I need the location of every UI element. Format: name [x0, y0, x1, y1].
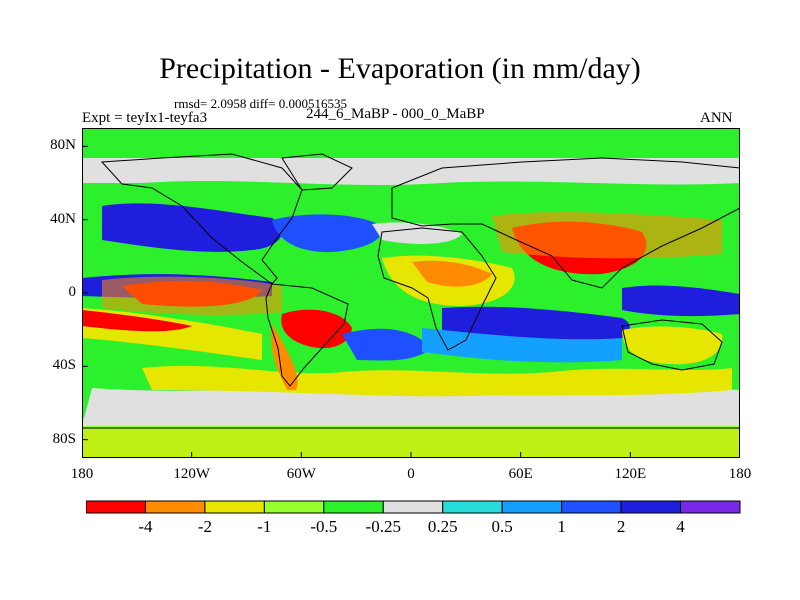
y-axis-ticks — [82, 145, 88, 441]
x-tick-label: 60W — [286, 466, 316, 482]
south-atlantic-blue — [342, 328, 432, 361]
colorbar-swatch — [561, 500, 622, 514]
north-pacific-blue — [102, 203, 283, 252]
australia-outline — [621, 319, 723, 371]
colorbar-label: -1 — [257, 517, 272, 536]
maritime-continent-blue — [622, 285, 740, 317]
plot-title: Precipitation - Evaporation (in mm/day) — [159, 52, 641, 85]
asia-orange — [492, 212, 722, 259]
arctic-band-green — [82, 128, 740, 158]
colorbar-swatch — [323, 500, 384, 514]
colorbar-swatch — [620, 500, 682, 514]
colorbar-swatch — [382, 500, 444, 514]
y-tick-label: 0 — [68, 284, 77, 300]
colorbar-label: 1 — [557, 517, 566, 536]
x-tick-label: 180 — [728, 466, 752, 482]
colorbar-swatch — [144, 500, 206, 514]
colorbar-swatch — [680, 500, 741, 514]
south-pacific-red — [82, 310, 192, 332]
y-tick-label: 80S — [52, 430, 76, 447]
x-axis-ticks — [82, 452, 740, 458]
north-africa-neutral — [372, 222, 462, 244]
africa-arid-orange — [412, 260, 492, 287]
x-tick-label: 60E — [508, 466, 533, 482]
southern-ocean-neutral — [82, 387, 740, 426]
precip-evap-map — [82, 128, 740, 458]
africa-outline — [377, 227, 497, 351]
greenland-outline — [281, 153, 353, 191]
y-tick-label: 40S — [52, 357, 76, 374]
indian-ocean-lightblue — [422, 328, 622, 363]
north-america-outline — [100, 153, 303, 285]
colorbar-swatch — [204, 500, 265, 514]
season-label: ANN — [700, 110, 733, 126]
colorbar — [86, 500, 741, 514]
y-tick-label: 40N — [50, 210, 76, 227]
colorbar-swatch — [501, 500, 563, 514]
colorbar-label: -0.25 — [365, 517, 401, 536]
x-tick-label: 180 — [70, 466, 94, 482]
eurasia-outline — [391, 157, 740, 289]
x-tick-label: 120E — [614, 466, 647, 482]
y-tick-label: 80N — [50, 137, 76, 154]
australia-neutral — [622, 326, 723, 365]
colorbar-label: -0.5 — [310, 517, 338, 536]
colorbar-label: 0.25 — [427, 517, 458, 536]
north-high-lat-neutral — [82, 158, 740, 186]
colorbar-label: -4 — [138, 517, 153, 536]
colorbar-label: 0.5 — [491, 517, 513, 536]
x-tick-label: 120W — [173, 466, 210, 482]
colorbar-swatch — [86, 500, 146, 514]
x-tick-label: 0 — [407, 466, 415, 482]
colorbar-label: 4 — [676, 517, 685, 536]
colorbar-swatch — [442, 500, 503, 514]
pacific-dry-orange — [102, 276, 282, 315]
colorbar-label: 2 — [616, 517, 626, 536]
colorbar-swatch — [263, 500, 325, 514]
north-atlantic-blue — [272, 214, 383, 253]
antarctica-neutral — [82, 430, 740, 458]
coastlines — [82, 153, 740, 429]
colorbar-label: -2 — [197, 517, 212, 536]
south-america-orange — [271, 324, 298, 390]
south-america-red — [281, 309, 352, 349]
experiment-label: Expt = teyIx1-teyfa3 — [82, 110, 208, 126]
stats-line: rmsd= 2.0958 diff= 0.000516535 — [174, 96, 347, 111]
period-label: 244_6_MaBP - 000_0_MaBP — [306, 106, 485, 122]
south-america-outline — [265, 283, 349, 387]
